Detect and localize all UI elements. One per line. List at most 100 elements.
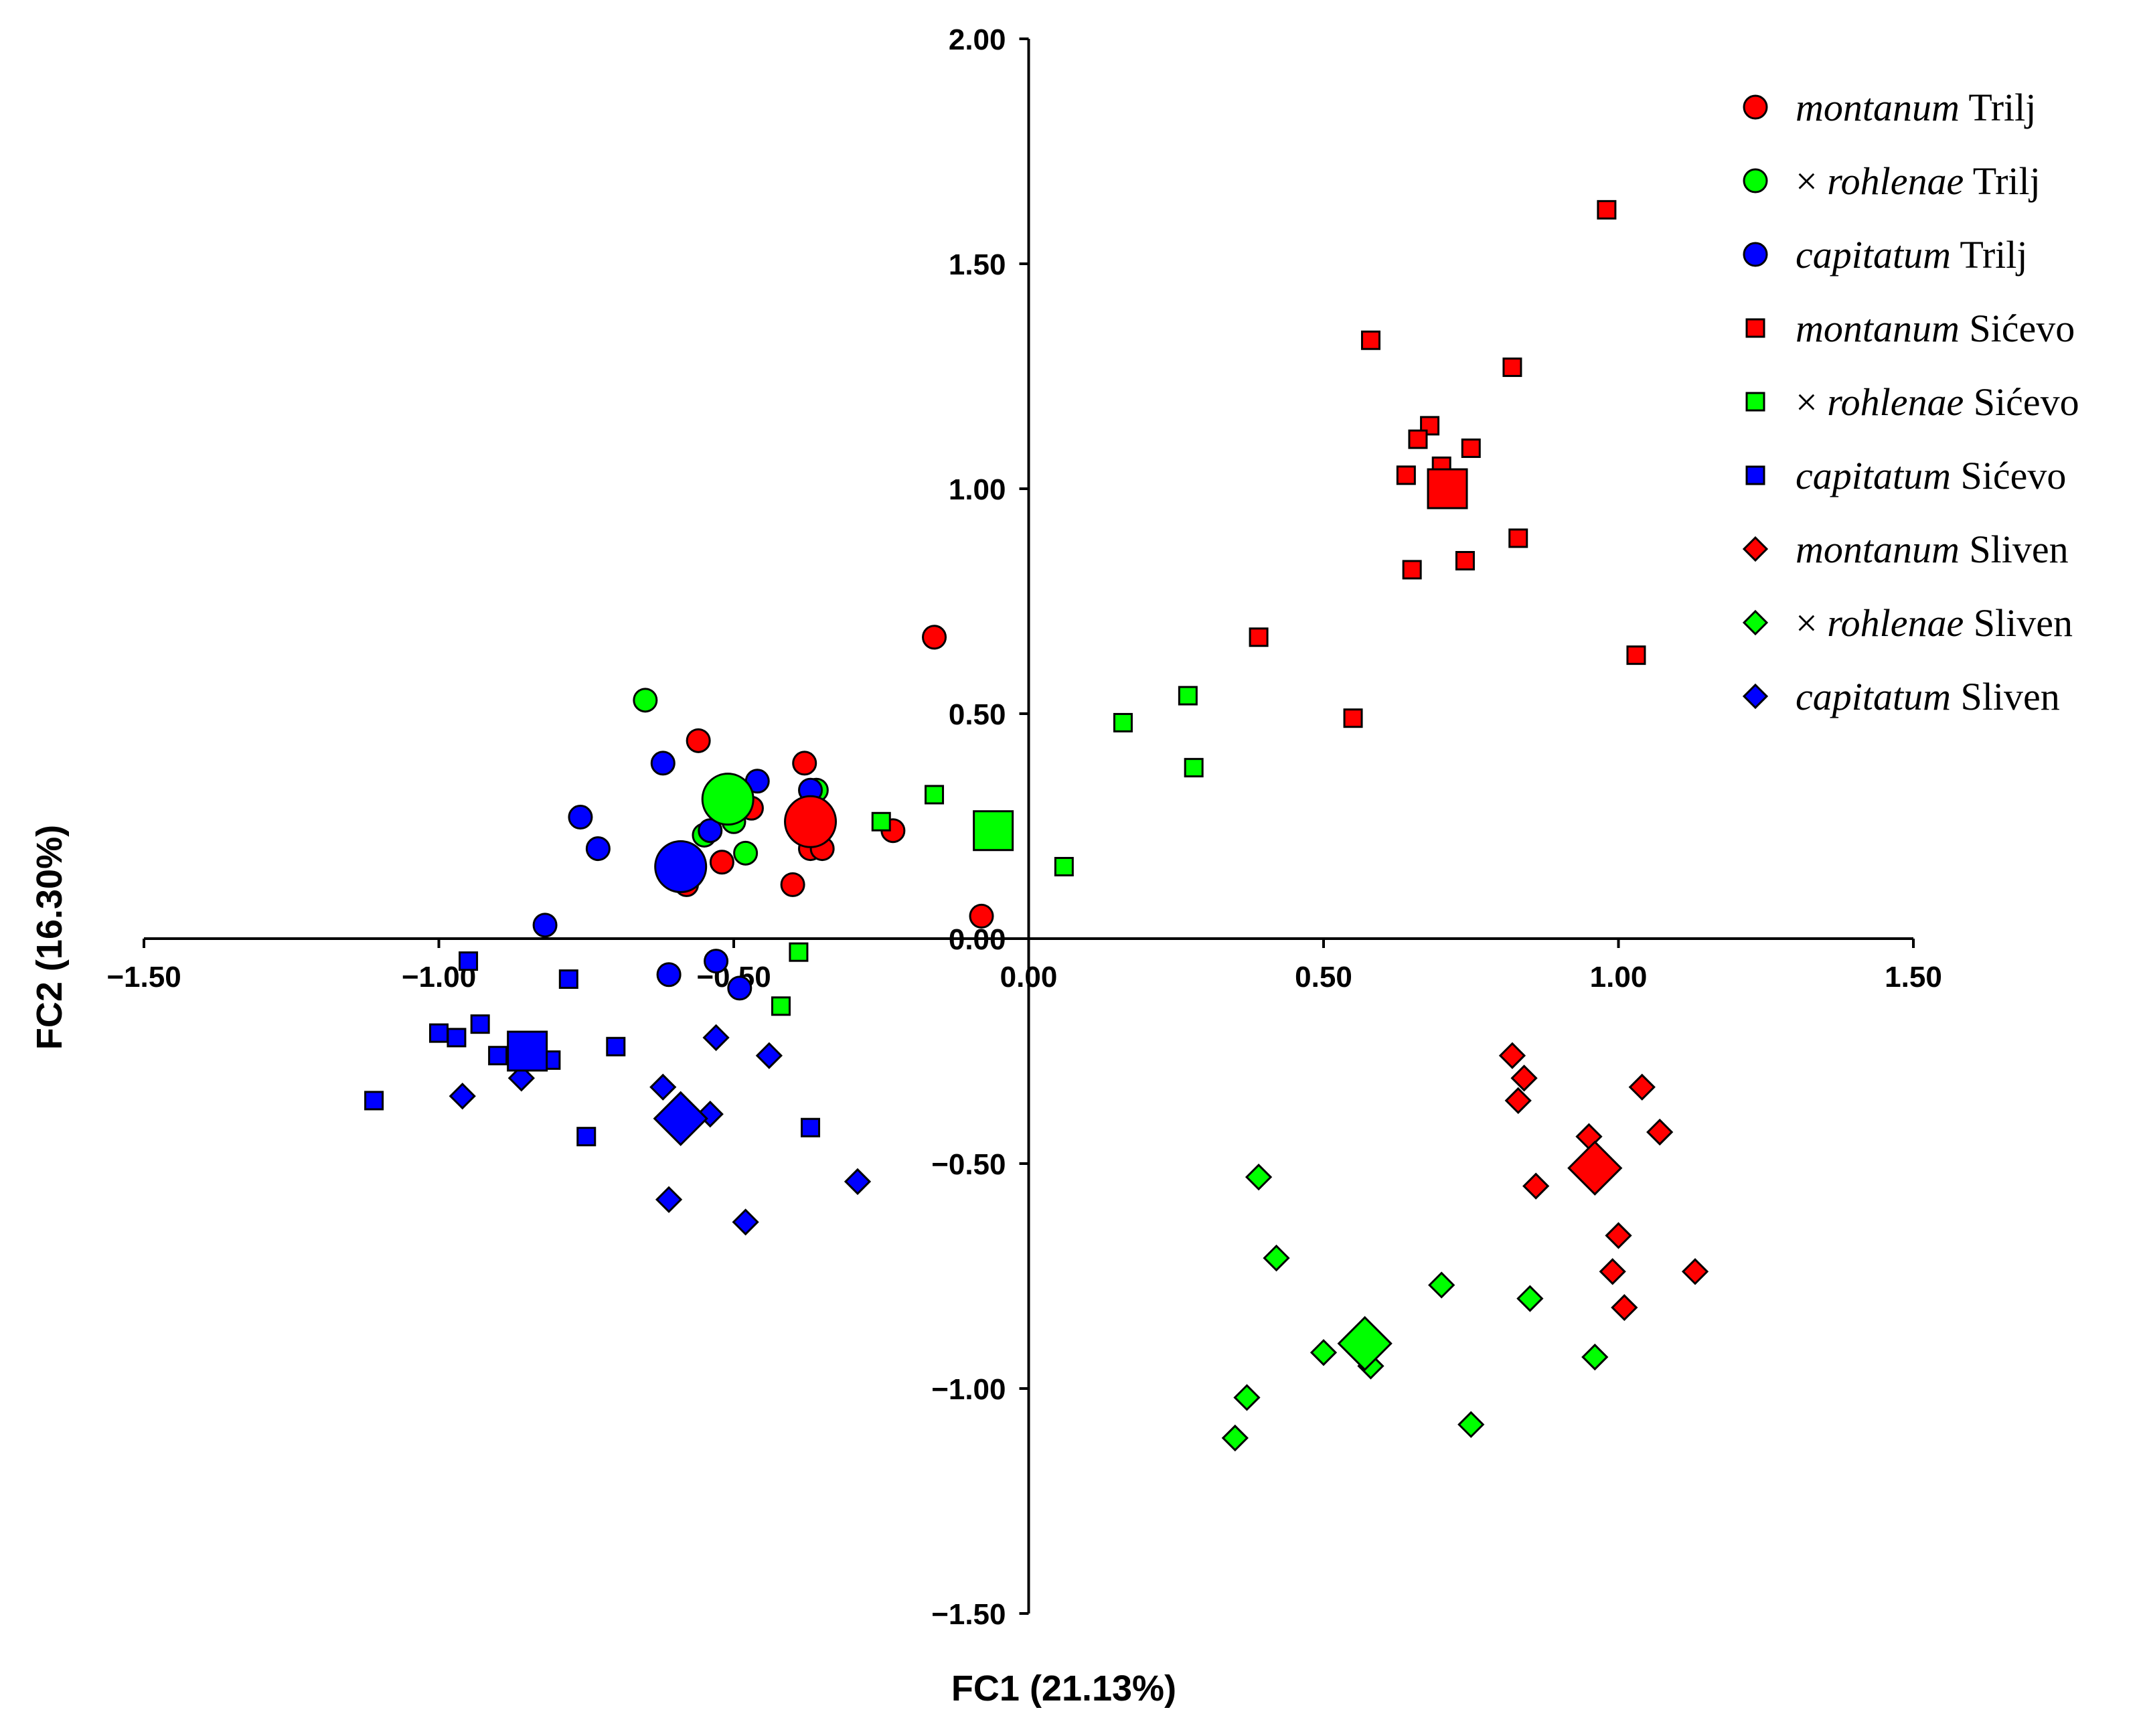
- data-point: [801, 1117, 821, 1137]
- data-point: [1681, 1258, 1709, 1285]
- legend-item: capitatum Trilj: [1743, 233, 2027, 277]
- legend-marker: [1745, 392, 1765, 412]
- y-tick-label: −0.50: [931, 1148, 1006, 1181]
- y-tick-label: 0.50: [949, 698, 1006, 731]
- data-point: [1461, 439, 1481, 459]
- legend-marker: [1742, 609, 1769, 636]
- data-point: [1502, 358, 1522, 378]
- centroid-marker: [1337, 1316, 1393, 1371]
- data-point: [1249, 627, 1269, 647]
- legend-label: montanum Trilj: [1796, 86, 2036, 129]
- legend: montanum Trilj × rohlenae Trilj capitatum …: [1742, 86, 2079, 718]
- legend-item: montanum Trilj: [1743, 86, 2036, 129]
- data-point: [1245, 1164, 1273, 1191]
- data-point: [1628, 1073, 1656, 1101]
- data-point: [733, 840, 759, 866]
- legend-label: capitatum Sliven: [1796, 675, 2060, 718]
- data-point: [727, 975, 752, 1001]
- data-point: [686, 728, 711, 753]
- data-point: [922, 625, 947, 650]
- data-point: [1508, 528, 1528, 548]
- data-point: [1178, 686, 1198, 706]
- data-point: [1428, 1271, 1455, 1299]
- centroid-marker: [701, 773, 755, 826]
- data-point: [470, 1014, 490, 1034]
- legend-label: × rohlenae Sliven: [1796, 601, 2073, 645]
- data-point: [558, 969, 578, 989]
- x-tick-label: 0.00: [1000, 961, 1058, 994]
- legend-label: × rohlenae Trilj: [1796, 159, 2041, 203]
- data-point: [507, 1064, 535, 1092]
- legend-item: montanum Sićevo: [1745, 307, 2075, 350]
- data-point: [1263, 1244, 1290, 1272]
- legend-marker: [1745, 465, 1765, 485]
- data-point: [488, 1046, 508, 1066]
- legend-marker: [1745, 318, 1765, 338]
- data-point: [1498, 1042, 1526, 1069]
- y-tick-label: 0.00: [949, 923, 1006, 956]
- data-points: [364, 200, 1709, 1452]
- data-point: [606, 1036, 626, 1056]
- data-point: [702, 1024, 730, 1051]
- data-point: [1233, 1384, 1261, 1411]
- legend-marker: [1742, 536, 1769, 562]
- data-point: [447, 1028, 467, 1048]
- data-point: [1597, 200, 1617, 220]
- data-point: [364, 1091, 384, 1111]
- centroid-marker: [653, 1091, 708, 1146]
- data-point: [780, 872, 805, 897]
- data-point: [1504, 1087, 1532, 1115]
- data-point: [1310, 1339, 1338, 1366]
- y-tick-label: −1.00: [931, 1373, 1006, 1406]
- data-point: [1605, 1222, 1632, 1249]
- data-point: [1184, 758, 1204, 778]
- x-tick-label: −1.50: [106, 961, 181, 994]
- data-point: [1581, 1343, 1609, 1371]
- data-point: [755, 1042, 783, 1069]
- data-point: [1343, 708, 1363, 728]
- centroid-marker: [654, 840, 708, 893]
- data-point: [771, 996, 791, 1016]
- data-point: [655, 1186, 683, 1213]
- centroid-marker: [1427, 468, 1468, 509]
- data-point: [1646, 1118, 1674, 1146]
- data-point: [429, 1023, 449, 1043]
- y-tick-label: 2.00: [949, 23, 1006, 56]
- legend-marker: [1743, 168, 1768, 193]
- y-axis-title: FC2 (16.30%): [29, 825, 70, 1050]
- legend-label: × rohlenae Sićevo: [1796, 380, 2079, 424]
- centroid-marker: [784, 795, 838, 848]
- data-point: [568, 805, 593, 830]
- data-point: [650, 751, 676, 776]
- legend-marker: [1743, 94, 1768, 120]
- data-point: [1396, 465, 1416, 485]
- data-point: [1113, 712, 1133, 732]
- data-point: [1221, 1424, 1249, 1452]
- data-point: [792, 751, 817, 776]
- data-point: [532, 913, 558, 938]
- legend-item: montanum Sliven: [1742, 528, 2069, 571]
- x-tick-label: 1.00: [1590, 961, 1648, 994]
- y-tick-label: 1.50: [949, 248, 1006, 281]
- data-point: [656, 962, 682, 988]
- data-point: [459, 951, 479, 971]
- data-point: [709, 850, 734, 875]
- legend-marker: [1742, 683, 1769, 710]
- data-point: [1510, 1064, 1538, 1092]
- legend-label: montanum Sliven: [1796, 528, 2069, 571]
- data-point: [969, 903, 994, 929]
- data-point: [1455, 551, 1475, 571]
- data-point: [576, 1127, 597, 1147]
- legend-item: capitatum Sliven: [1742, 675, 2060, 718]
- data-point: [925, 785, 945, 805]
- centroid-markers: [507, 468, 1623, 1371]
- data-point: [1599, 1258, 1626, 1285]
- data-point: [1360, 330, 1380, 350]
- data-point: [449, 1083, 476, 1110]
- data-point: [633, 688, 658, 713]
- data-point: [844, 1168, 872, 1196]
- legend-item: × rohlenae Trilj: [1743, 159, 2041, 203]
- legend-marker: [1743, 242, 1768, 267]
- data-point: [704, 949, 729, 974]
